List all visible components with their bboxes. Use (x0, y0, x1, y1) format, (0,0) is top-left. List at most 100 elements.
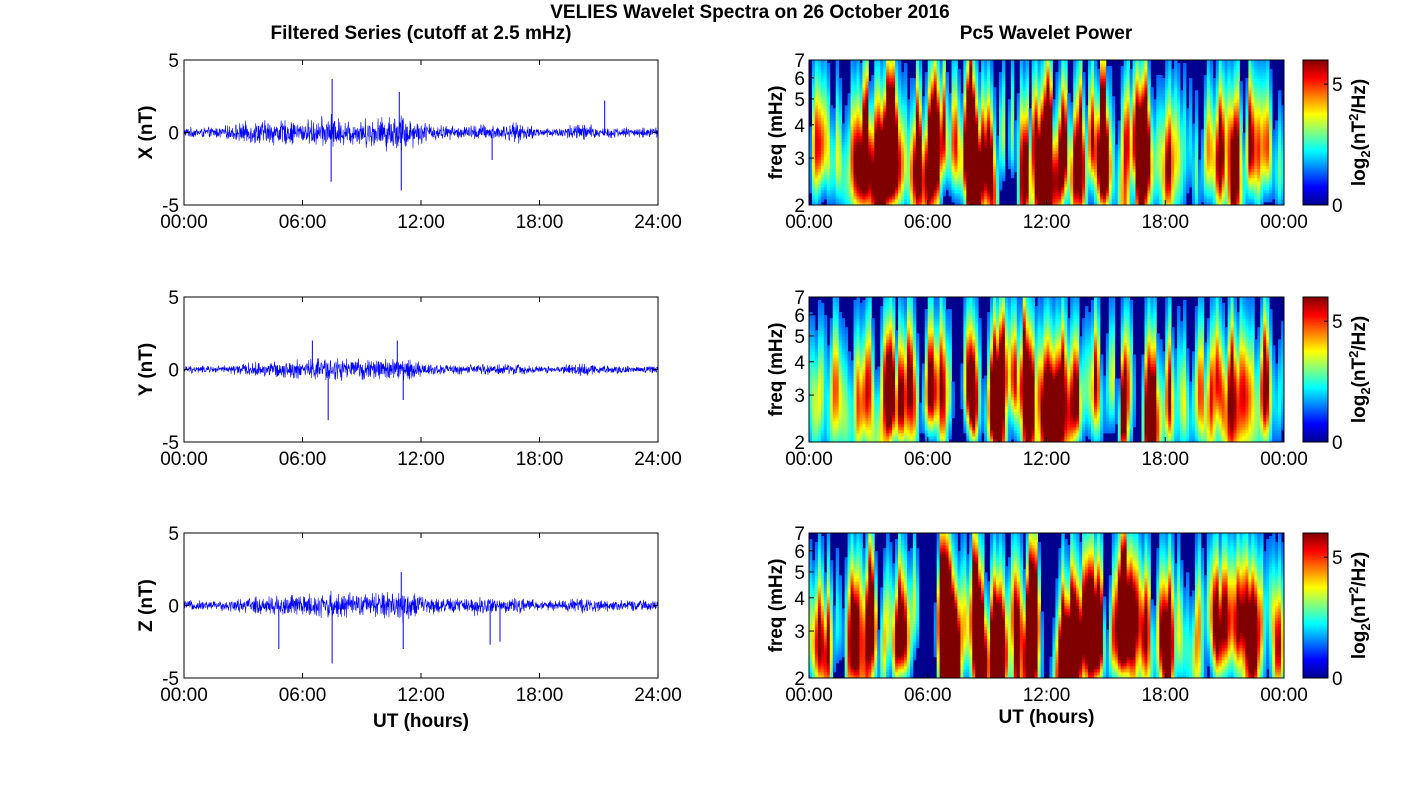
heatmap-cell (1127, 123, 1130, 126)
heatmap-cell (1076, 175, 1079, 178)
heatmap-cell (862, 190, 865, 193)
heatmap-cell (1139, 148, 1142, 151)
heatmap-cell (830, 154, 833, 157)
heatmap-cell (999, 151, 1002, 154)
heatmap-cell (1094, 72, 1097, 75)
heatmap-cell (821, 69, 824, 72)
heatmap-cell (954, 75, 957, 78)
heatmap-cell (919, 136, 922, 139)
heatmap-cell (934, 102, 937, 105)
heatmap-cell (1076, 102, 1079, 105)
heatmap-cell (1026, 190, 1029, 193)
heatmap-cell (1017, 145, 1020, 148)
heatmap-cell (1121, 199, 1124, 202)
heatmap-cell (1017, 157, 1020, 160)
heatmap-cell (931, 190, 934, 193)
heatmap-cell (1094, 108, 1097, 111)
heatmap-cell (1041, 166, 1044, 169)
heatmap-cell (1002, 133, 1005, 136)
heatmap-cell (1017, 123, 1020, 126)
heatmap-cell (1139, 193, 1142, 196)
heatmap-cell (1070, 169, 1073, 172)
heatmap-cell (857, 72, 860, 75)
heatmap-cell (990, 60, 993, 63)
heatmap-cell (868, 184, 871, 187)
heatmap-cell (1026, 123, 1029, 126)
heatmap-cell (1115, 181, 1118, 184)
heatmap-cell (904, 108, 907, 111)
heatmap-cell (960, 136, 963, 139)
heatmap-cell (934, 178, 937, 181)
heatmap-cell (972, 136, 975, 139)
heatmap-cell (883, 126, 886, 129)
heatmap-cell (990, 148, 993, 151)
heatmap-cell (859, 178, 862, 181)
heatmap-cell (1121, 78, 1124, 81)
heatmap-cell (862, 75, 865, 78)
heatmap-cell (946, 117, 949, 120)
heatmap-cell (1014, 157, 1017, 160)
heatmap-cell (1038, 108, 1041, 111)
heatmap-cell (966, 187, 969, 190)
heatmap-cell (1058, 193, 1061, 196)
heatmap-cell (1112, 133, 1115, 136)
heatmap-cell (963, 108, 966, 111)
heatmap-cell (1023, 151, 1026, 154)
heatmap-cell (1124, 196, 1127, 199)
heatmap-cell (824, 145, 827, 148)
heatmap-cell (996, 196, 999, 199)
heatmap-cell (874, 190, 877, 193)
heatmap-cell (889, 148, 892, 151)
heatmap-cell (1073, 129, 1076, 132)
heatmap-cell (865, 72, 868, 75)
heatmap-cell (1002, 157, 1005, 160)
heatmap-cell (1041, 120, 1044, 123)
heatmap-cell (984, 78, 987, 81)
heatmap-cell (883, 172, 886, 175)
heatmap-cell (984, 193, 987, 196)
heatmap-cell (1008, 102, 1011, 105)
heatmap-cell (1032, 154, 1035, 157)
heatmap-cell (975, 72, 978, 75)
heatmap-cell (851, 163, 854, 166)
heatmap-cell (818, 133, 821, 136)
heatmap-cell (1026, 93, 1029, 96)
heatmap-cell (1020, 151, 1023, 154)
heatmap-cell (1076, 84, 1079, 87)
heatmap-cell (949, 145, 952, 148)
heatmap-cell (1097, 105, 1100, 108)
heatmap-cell (925, 193, 928, 196)
heatmap-cell (1073, 169, 1076, 172)
heatmap-cell (1094, 120, 1097, 123)
heatmap-cell (818, 84, 821, 87)
heatmap-cell (1127, 163, 1130, 166)
heatmap-cell (824, 148, 827, 151)
heatmap-cell (1094, 199, 1097, 202)
heatmap-cell (984, 105, 987, 108)
heatmap-cell (1055, 157, 1058, 160)
heatmap-cell (1035, 157, 1038, 160)
heatmap-cell (821, 199, 824, 202)
heatmap-cell (949, 99, 952, 102)
heatmap-cell (1023, 66, 1026, 69)
heatmap-cell (1118, 151, 1121, 154)
heatmap-cell (839, 87, 842, 90)
heatmap-cell (1014, 120, 1017, 123)
heatmap-cell (1109, 139, 1112, 142)
heatmap-cell (1061, 181, 1064, 184)
heatmap-cell (904, 178, 907, 181)
heatmap-cell (1067, 190, 1070, 193)
heatmap-cell (851, 90, 854, 93)
heatmap-cell (1011, 108, 1014, 111)
heatmap-cell (954, 196, 957, 199)
heatmap-cell (1055, 96, 1058, 99)
heatmap-cell (883, 178, 886, 181)
heatmap-cell (1091, 87, 1094, 90)
heatmap-cell (1097, 72, 1100, 75)
heatmap-cell (1041, 60, 1044, 63)
heatmap-cell (990, 69, 993, 72)
heatmap-cell (824, 172, 827, 175)
heatmap-cell (1082, 187, 1085, 190)
heatmap-cell (874, 181, 877, 184)
heatmap-cell (886, 63, 889, 66)
